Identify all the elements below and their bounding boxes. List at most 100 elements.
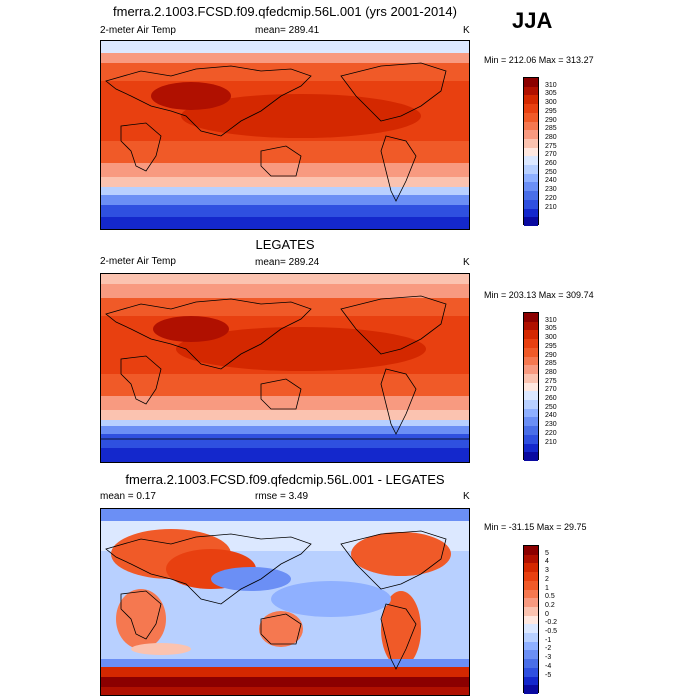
- colorbar-segment: [524, 589, 538, 599]
- panel2-title: LEGATES: [255, 237, 315, 252]
- colorbar-tick-label: 280: [545, 368, 557, 376]
- colorbar-tick-label: 250: [545, 403, 557, 411]
- panel2-minmax: Min = 203.13 Max = 309.74: [484, 290, 594, 300]
- colorbar-tick-label: 290: [545, 351, 557, 359]
- panel1-minmax: Min = 212.06 Max = 313.27: [484, 55, 594, 65]
- colorbar-segment: [524, 624, 538, 634]
- colorbar-segment: [524, 606, 538, 616]
- colorbar-tick-label: 290: [545, 116, 557, 124]
- colorbar-segment: [524, 86, 538, 96]
- colorbar-tick-label: 5: [545, 549, 549, 557]
- colorbar-tick-label: 300: [545, 99, 557, 107]
- colorbar-tick-label: 3: [545, 567, 549, 575]
- colorbar-segment: [524, 443, 538, 453]
- colorbar-segment: [524, 356, 538, 366]
- panel2-map: [100, 273, 470, 463]
- panel2-map-field: [101, 274, 469, 462]
- colorbar-segment: [524, 165, 538, 174]
- colorbar-segment: [524, 563, 538, 573]
- colorbar-tick-label: -2: [545, 645, 552, 653]
- colorbar-segment: [524, 659, 538, 668]
- colorbar-tick-label: 4: [545, 558, 549, 566]
- colorbar-tick-label: 0: [545, 610, 549, 618]
- colorbar-segment: [524, 580, 538, 590]
- colorbar-tick-label: 270: [545, 151, 557, 159]
- panel1-map-field: [101, 41, 469, 229]
- colorbar-tick-label: 210: [545, 438, 557, 446]
- colorbar-segment: [524, 182, 538, 192]
- colorbar-tick-label: 2: [545, 575, 549, 583]
- panel3-colorbar: [523, 545, 539, 694]
- colorbar-tick-label: -5: [545, 671, 552, 679]
- colorbar-tick-label: 260: [545, 395, 557, 403]
- colorbar-segment: [524, 339, 538, 348]
- colorbar-segment: [524, 138, 538, 148]
- colorbar-tick-label: 310: [545, 316, 557, 324]
- colorbar-tick-label: 275: [545, 377, 557, 385]
- colorbar-tick-label: 275: [545, 142, 557, 150]
- colorbar-segment: [524, 173, 538, 183]
- colorbar-segment: [524, 572, 538, 581]
- colorbar-tick-label: 230: [545, 186, 557, 194]
- colorbar-segment: [524, 156, 538, 166]
- panel3-rmse-label: rmse = 3.49: [255, 491, 309, 502]
- panel3-units-label: K: [463, 491, 470, 502]
- colorbar-tick-label: 280: [545, 133, 557, 141]
- panel1-variable-label: 2-meter Air Temp: [100, 25, 176, 36]
- colorbar-segment: [524, 365, 538, 374]
- colorbar-tick-label: 220: [545, 429, 557, 437]
- colorbar-tick-label: 240: [545, 412, 557, 420]
- colorbar-tick-label: -0.5: [545, 628, 558, 636]
- colorbar-segment: [524, 330, 538, 340]
- panel1-colorbar: [523, 77, 539, 226]
- colorbar-segment: [524, 598, 538, 607]
- colorbar-tick-label: -4: [545, 662, 552, 670]
- colorbar-segment: [524, 685, 538, 694]
- colorbar-tick-label: 310: [545, 81, 557, 89]
- colorbar-segment: [524, 130, 538, 139]
- panel3-minmax: Min = -31.15 Max = 29.75: [484, 522, 587, 532]
- colorbar-tick-label: 270: [545, 386, 557, 394]
- colorbar-tick-label: 240: [545, 177, 557, 185]
- colorbar-segment: [524, 400, 538, 409]
- colorbar-tick-label: 305: [545, 90, 557, 98]
- colorbar-tick-label: 300: [545, 334, 557, 342]
- colorbar-tick-label: 210: [545, 203, 557, 211]
- colorbar-tick-label: 0.2: [545, 601, 555, 609]
- colorbar-segment: [524, 208, 538, 218]
- colorbar-segment: [524, 546, 538, 555]
- panel3-title: fmerra.2.1003.FCSD.f09.qfedcmip.56L.001 …: [125, 472, 445, 487]
- colorbar-segment: [524, 147, 538, 157]
- colorbar-segment: [524, 434, 538, 444]
- colorbar-segment: [524, 426, 538, 435]
- panel1-mean-label: mean= 289.41: [255, 25, 320, 36]
- panel1-colorbar-ticks: 310 305 300 295 290 285 280 275 270 260 250 240 230 2…: [545, 77, 585, 225]
- colorbar-segment: [524, 121, 538, 131]
- colorbar-segment: [524, 633, 538, 642]
- panel1-units-label: K: [463, 25, 470, 36]
- season-label: JJA: [512, 8, 553, 33]
- panel2-colorbar: [523, 312, 539, 461]
- colorbar-segment: [524, 452, 538, 461]
- colorbar-segment: [524, 615, 538, 625]
- panel2-variable-label: 2-meter Air Temp: [100, 256, 176, 267]
- colorbar-segment: [524, 217, 538, 226]
- colorbar-tick-label: 305: [545, 325, 557, 333]
- colorbar-tick-label: -1: [545, 636, 552, 644]
- panel1-title: fmerra.2.1003.FCSD.f09.qfedcmip.56L.001 …: [113, 4, 457, 19]
- colorbar-segment: [524, 554, 538, 564]
- colorbar-segment: [524, 313, 538, 322]
- colorbar-segment: [524, 321, 538, 331]
- colorbar-tick-label: -3: [545, 654, 552, 662]
- colorbar-tick-label: 260: [545, 160, 557, 168]
- panel2-mean-label: mean= 289.24: [255, 257, 320, 268]
- colorbar-tick-label: 295: [545, 107, 557, 115]
- colorbar-segment: [524, 373, 538, 383]
- panel3-map-field: [101, 509, 469, 695]
- colorbar-tick-label: 285: [545, 360, 557, 368]
- colorbar-tick-label: 295: [545, 342, 557, 350]
- panel2-colorbar-ticks: 310 305 300 295 290 285 280 275 270 260 250 240 230 2…: [545, 312, 585, 460]
- colorbar-segment: [524, 191, 538, 200]
- colorbar-tick-label: 285: [545, 125, 557, 133]
- colorbar-segment: [524, 408, 538, 418]
